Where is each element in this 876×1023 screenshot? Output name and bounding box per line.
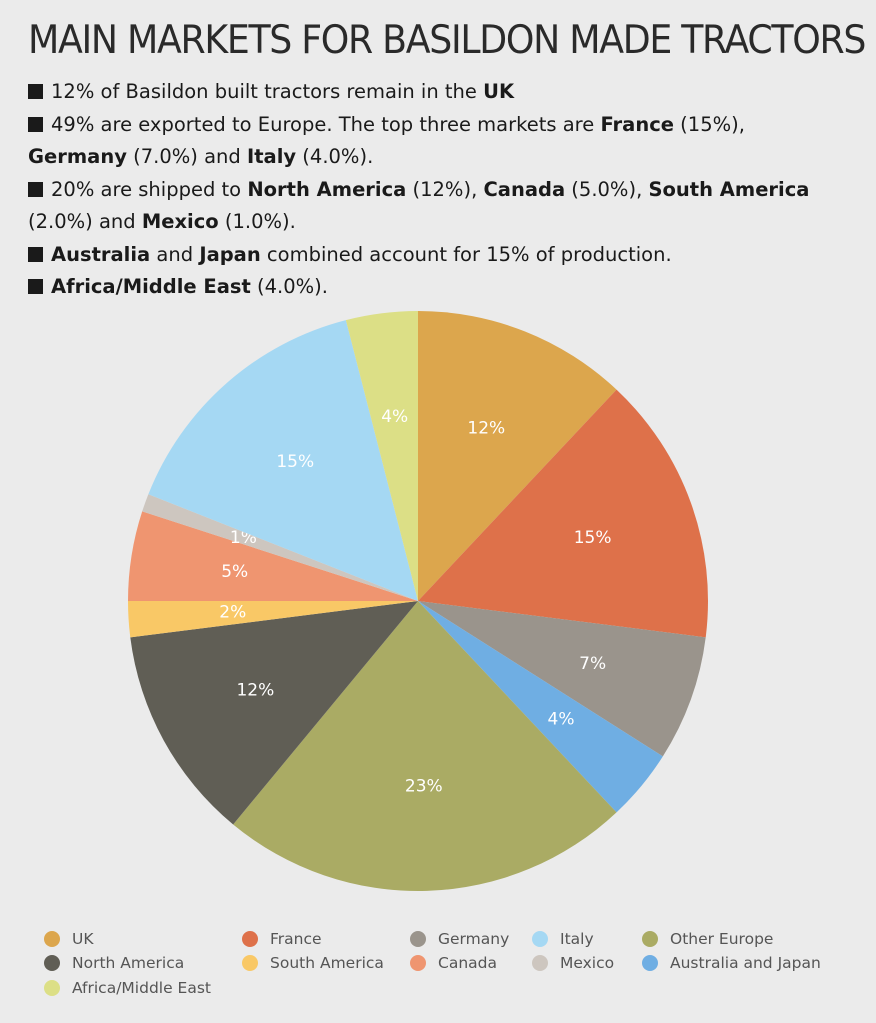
legend-label: Africa/Middle East	[72, 979, 212, 997]
bullet-emphasis: Germany	[28, 145, 127, 168]
legend-item: Africa/Middle East	[44, 979, 211, 997]
pie-slice-other-europe	[233, 601, 617, 892]
bullet-text: 12% of Basildon built tractors remain in…	[51, 80, 484, 103]
bullet-emphasis: South America	[648, 177, 810, 201]
bullet-emphasis: Italy	[246, 145, 297, 168]
pie-slice-mexico	[142, 494, 418, 601]
legend-item: Other Europe	[642, 930, 773, 948]
bullet-text: (5.0%),	[565, 177, 649, 201]
legend-swatch	[242, 931, 258, 947]
legend-swatch	[44, 931, 60, 947]
bullet-emphasis: UK	[483, 80, 515, 103]
legend-item: Italy	[532, 930, 594, 948]
legend-label: France	[270, 930, 322, 948]
bullet-line: Germany (7.0%) and Italy (4.0%).	[28, 141, 858, 174]
slice-label: 5%	[221, 562, 248, 582]
bullet-line: Africa/Middle East (4.0%).	[28, 271, 858, 304]
legend-label: Italy	[560, 930, 594, 948]
bullet-square-icon	[28, 246, 43, 262]
legend-swatch	[642, 955, 658, 971]
pie-slice-germany	[418, 601, 706, 757]
bullet-emphasis: Australia	[51, 242, 151, 266]
chart-title: MAIN MARKETS FOR BASILDON MADE TRACTORS	[28, 18, 866, 63]
bullet-emphasis: Africa/Middle East	[51, 275, 251, 298]
slice-label: 15%	[276, 452, 314, 472]
slice-label: 7%	[579, 654, 606, 674]
bullet-square-icon	[28, 84, 43, 99]
legend-item: UK	[44, 930, 94, 948]
slice-label: 12%	[467, 418, 505, 438]
bullet-emphasis: Mexico	[141, 210, 219, 233]
bullet-text: (4.0%).	[296, 145, 374, 168]
legend-label: Australia and Japan	[670, 954, 821, 972]
legend-swatch	[44, 980, 60, 996]
bullet-square-icon	[28, 181, 43, 197]
slice-label: 2%	[219, 603, 246, 623]
pie-slice-australia-and-japan	[418, 601, 663, 813]
bullet-emphasis: North America	[247, 177, 407, 201]
slice-label: 12%	[236, 680, 274, 700]
bullet-text: 49% are exported to Europe. The top thre…	[51, 112, 601, 136]
legend-swatch	[410, 931, 426, 947]
legend-item: Australia and Japan	[642, 954, 821, 972]
bullet-text: combined account for 15% of production.	[260, 242, 672, 266]
legend-label: UK	[72, 930, 94, 948]
bullet-text: (12%),	[406, 177, 484, 201]
pie-slice-africa-middle-east	[345, 311, 418, 601]
legend-label: Germany	[438, 930, 510, 948]
bullet-text: (4.0%).	[250, 275, 328, 298]
bullet-text: and	[150, 242, 200, 266]
legend-item: Canada	[410, 954, 497, 972]
bullet-line: 20% are shipped to North America (12%), …	[28, 174, 858, 207]
legend-label: Other Europe	[670, 930, 774, 948]
legend-label: North America	[72, 954, 185, 972]
pie-slice-france	[418, 389, 708, 638]
pie-slice-italy	[148, 320, 419, 601]
bullet-text: (7.0%) and	[126, 145, 247, 168]
legend-swatch	[642, 931, 658, 947]
bullet-square-icon	[28, 279, 43, 294]
legend-item: France	[242, 930, 322, 948]
bullet-square-icon	[28, 116, 43, 132]
bullet-emphasis: Japan	[199, 242, 261, 266]
pie-slice-uk	[418, 311, 617, 601]
pie-slice-canada	[128, 511, 418, 601]
bullet-text: 20% are shipped to	[51, 177, 248, 201]
legend-swatch	[410, 955, 426, 971]
legend-label: Mexico	[560, 954, 615, 972]
bullet-text: (15%),	[673, 112, 745, 136]
summary-bullets: 12% of Basildon built tractors remain in…	[28, 76, 858, 304]
slice-label: 4%	[381, 407, 408, 427]
legend-label: Canada	[438, 954, 497, 972]
bullet-text: (2.0%) and	[28, 210, 142, 233]
slice-label: 15%	[574, 528, 612, 548]
legend-swatch	[532, 931, 548, 947]
bullet-line: 49% are exported to Europe. The top thre…	[28, 109, 858, 142]
legend-swatch	[532, 955, 548, 971]
bullet-text: (1.0%).	[218, 210, 296, 233]
legend-item: South America	[242, 954, 384, 972]
pie-slice-north-america	[130, 601, 418, 825]
bullet-line: Australia and Japan combined account for…	[28, 239, 858, 272]
slice-label: 4%	[548, 709, 575, 729]
legend-label: South America	[270, 954, 384, 972]
legend-item: Mexico	[532, 954, 614, 972]
legend-item: Germany	[410, 930, 509, 948]
legend-swatch	[242, 955, 258, 971]
legend-item: North America	[44, 954, 184, 972]
bullet-line: 12% of Basildon built tractors remain in…	[28, 76, 858, 109]
bullet-line: (2.0%) and Mexico (1.0%).	[28, 206, 858, 239]
legend-swatch	[44, 955, 60, 971]
pie-slice-south-america	[128, 601, 418, 638]
bullet-emphasis: France	[600, 112, 674, 136]
slice-label: 23%	[405, 777, 443, 797]
bullet-emphasis: Canada	[483, 177, 566, 201]
